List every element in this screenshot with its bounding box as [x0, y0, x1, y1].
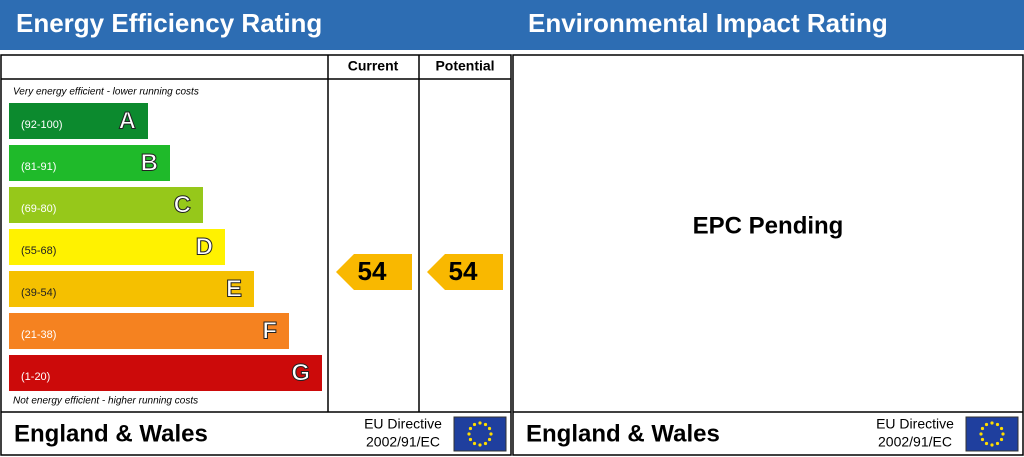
eu-star — [984, 441, 989, 446]
eu-star — [995, 422, 1000, 427]
eu-star — [468, 437, 473, 442]
column-header: Potential — [435, 58, 494, 74]
band-range: (39-54) — [21, 287, 56, 299]
rating-band — [9, 229, 225, 265]
eu-star — [483, 441, 488, 446]
band-range: (69-80) — [21, 203, 56, 215]
band-range: (55-68) — [21, 245, 56, 257]
eu-star — [478, 421, 482, 425]
eu-star — [468, 426, 473, 431]
eu-star — [984, 422, 989, 427]
eu-star — [489, 432, 493, 436]
bottom-note: Not energy efficient - higher running co… — [13, 396, 198, 407]
eu-star — [999, 437, 1004, 442]
eu-star — [980, 437, 985, 442]
top-note: Very energy efficient - lower running co… — [13, 87, 199, 98]
band-range: (21-38) — [21, 329, 56, 341]
band-range: (81-91) — [21, 161, 56, 173]
panel-title: Energy Efficiency Rating — [16, 8, 322, 38]
band-letter: D — [196, 233, 213, 260]
eu-star — [995, 441, 1000, 446]
band-range: (1-20) — [21, 371, 50, 383]
eu-star — [467, 432, 471, 436]
eu-star — [980, 426, 985, 431]
panel-frame — [512, 54, 1024, 456]
panel-frame — [0, 54, 512, 456]
band-letter: G — [291, 359, 310, 386]
band-letter: E — [226, 275, 242, 302]
band-range: (92-100) — [21, 119, 63, 131]
panel-title: Environmental Impact Rating — [528, 8, 888, 38]
rating-band — [9, 355, 322, 391]
footer-directive: EU Directive — [876, 416, 954, 432]
footer-region: England & Wales — [526, 420, 720, 447]
eu-star — [1001, 432, 1005, 436]
rating-band — [9, 187, 203, 223]
footer-directive: EU Directive — [364, 416, 442, 432]
eu-star — [990, 443, 994, 447]
header-bar — [0, 0, 512, 50]
eu-star — [990, 421, 994, 425]
eu-star — [979, 432, 983, 436]
rating-band — [9, 103, 148, 139]
rating-band — [9, 313, 289, 349]
rating-arrow — [427, 254, 503, 290]
rating-arrow — [336, 254, 412, 290]
column-header: Current — [348, 58, 399, 74]
rating-value: 54 — [449, 256, 478, 286]
eu-star — [472, 422, 477, 427]
rating-band — [9, 145, 170, 181]
band-letter: A — [119, 107, 136, 134]
footer-region: England & Wales — [14, 420, 208, 447]
eu-star — [472, 441, 477, 446]
epc-status: EPC Pending — [693, 212, 844, 239]
footer-directive: 2002/91/EC — [878, 434, 952, 450]
eu-star — [487, 426, 492, 431]
band-letter: F — [262, 317, 277, 344]
eu-star — [999, 426, 1004, 431]
band-letter: C — [174, 191, 191, 218]
eu-star — [487, 437, 492, 442]
eu-star — [483, 422, 488, 427]
header-bar — [512, 0, 1024, 50]
rating-value: 54 — [358, 256, 387, 286]
eu-star — [478, 443, 482, 447]
rating-band — [9, 271, 254, 307]
footer-directive: 2002/91/EC — [366, 434, 440, 450]
band-letter: B — [141, 149, 158, 176]
